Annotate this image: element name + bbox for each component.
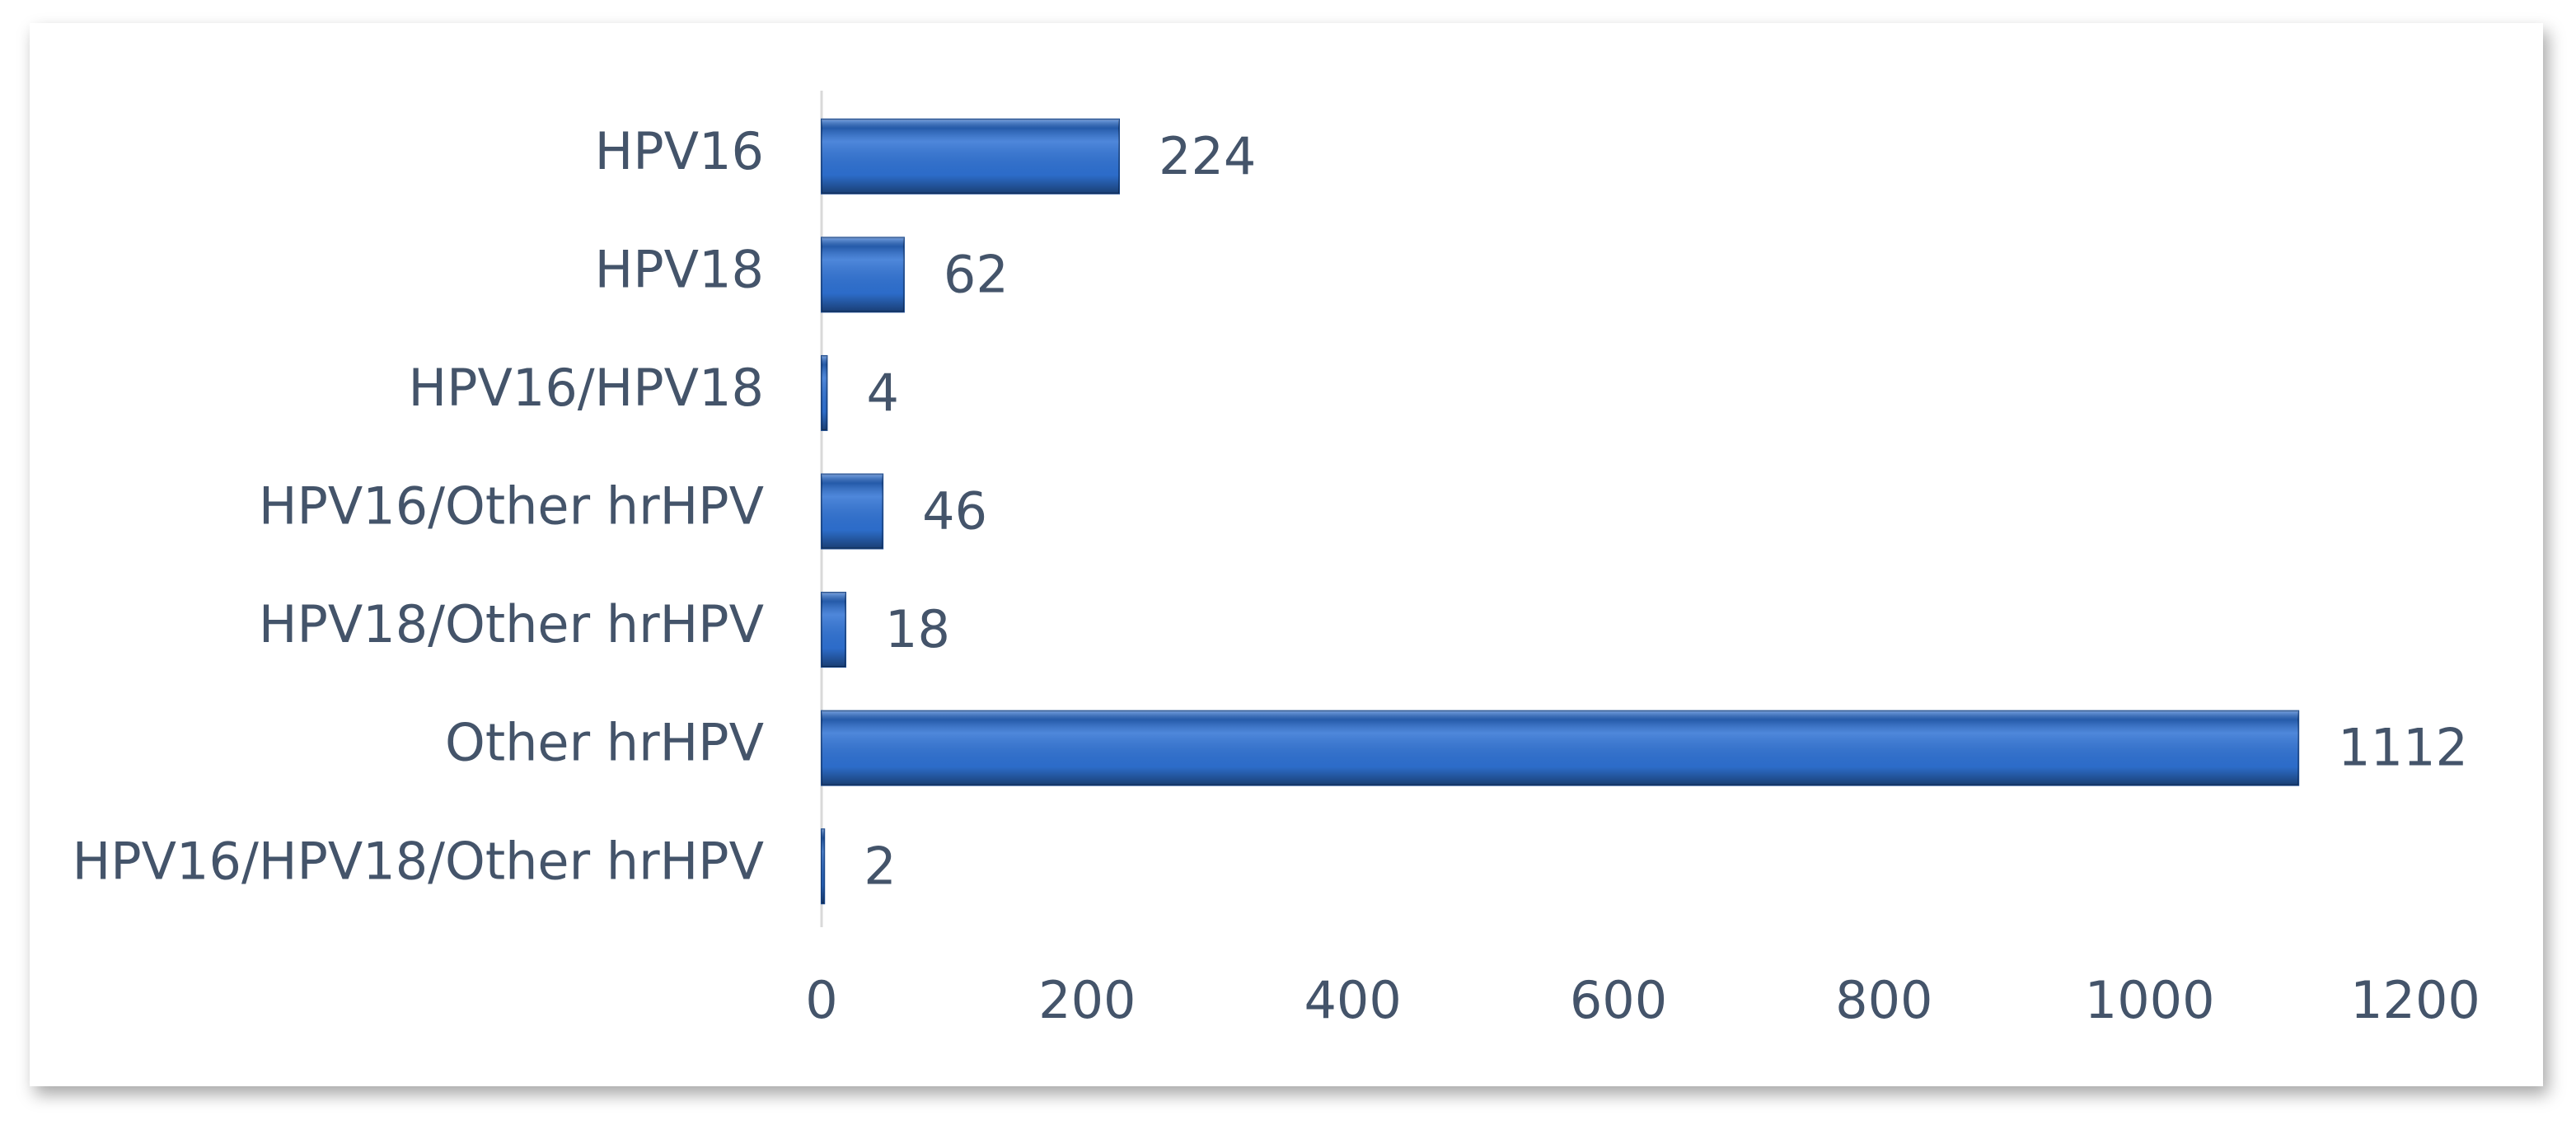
y-tick-label: Other hrHPV [445, 713, 764, 773]
bar [821, 354, 828, 431]
y-tick-label: HPV18/Other hrHPV [259, 594, 764, 654]
bar [821, 473, 884, 550]
bar [821, 710, 2300, 786]
bar [821, 237, 905, 313]
y-tick-label: HPV16/Other hrHPV [259, 476, 764, 537]
x-tick-label: 200 [1038, 970, 1136, 1030]
x-tick-label: 600 [1570, 970, 1667, 1030]
bar [821, 118, 1121, 195]
x-tick-label: 1000 [2085, 970, 2215, 1030]
chart-card [30, 23, 2543, 1086]
x-tick-label: 800 [1835, 970, 1932, 1030]
bar [821, 592, 847, 668]
x-tick-label: 0 [805, 970, 837, 1030]
data-label: 224 [1159, 126, 1256, 186]
data-label: 1112 [2338, 718, 2468, 778]
y-tick-label: HPV16/HPV18/Other hrHPV [73, 831, 764, 891]
y-tick-label: HPV18 [595, 239, 764, 299]
y-tick-label: HPV16 [595, 121, 764, 181]
data-label: 46 [922, 481, 987, 541]
data-label: 4 [866, 363, 898, 423]
x-tick-label: 1200 [2350, 970, 2480, 1030]
data-label: 62 [944, 244, 1009, 304]
bar [821, 828, 826, 905]
y-tick-label: HPV16/HPV18 [408, 358, 764, 418]
data-label: 2 [864, 836, 896, 896]
data-label: 18 [885, 599, 950, 659]
x-tick-label: 400 [1304, 970, 1401, 1030]
